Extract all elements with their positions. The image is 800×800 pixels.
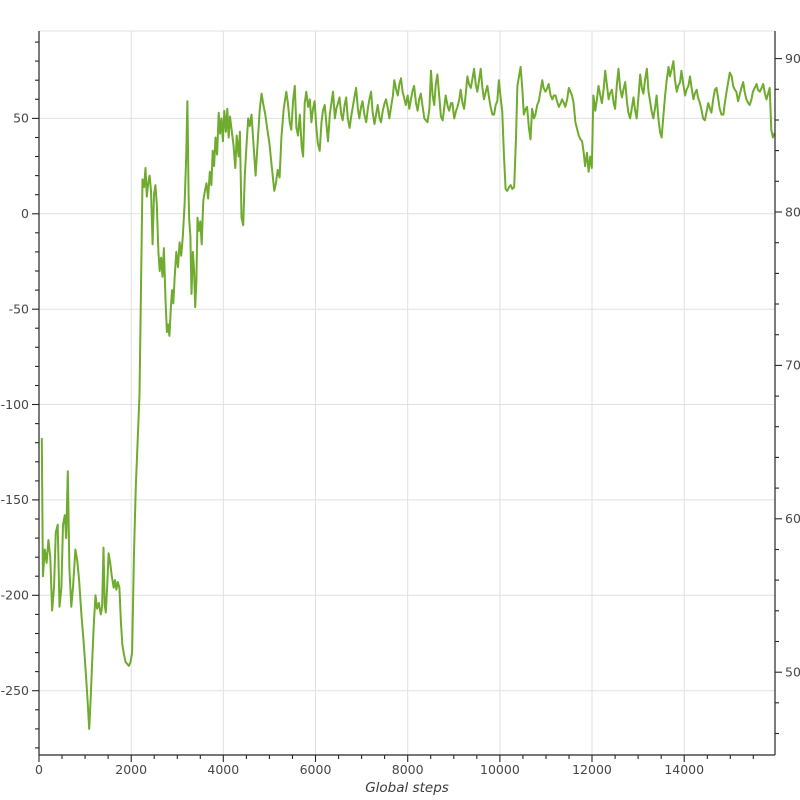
left-tick-label: -150 [1,492,29,507]
x-tick-label: 10000 [480,762,520,777]
ticks [32,41,782,762]
x-tick-label: 2000 [115,762,147,777]
right-tick-label: 50 [785,665,800,680]
right-tick-label: 80 [785,204,800,219]
left-tick-label: -50 [9,302,29,317]
x-tick-label: 6000 [300,762,332,777]
score-line [40,60,776,730]
spines [38,31,776,756]
left-tick-label: -200 [1,588,29,603]
right-tick-label: 70 [785,358,800,373]
tick-labels: 50 0 -50 -100 -150 -200 -250 90 80 70 60 50 0 2000 400… [1,51,800,777]
x-tick-label: 4000 [207,762,239,777]
x-tick-label: 0 [35,762,43,777]
series [40,60,776,730]
right-tick-label: 90 [785,51,800,66]
left-tick-label: 50 [13,111,29,126]
x-tick-label: 14000 [664,762,704,777]
x-tick-label: 12000 [572,762,612,777]
left-tick-label: -100 [1,397,29,412]
left-tick-label: -250 [1,683,29,698]
x-axis-label: Global steps [365,780,449,796]
gridlines [39,31,775,755]
right-tick-label: 60 [785,511,800,526]
left-tick-label: 0 [21,206,29,221]
x-tick-label: 8000 [392,762,424,777]
